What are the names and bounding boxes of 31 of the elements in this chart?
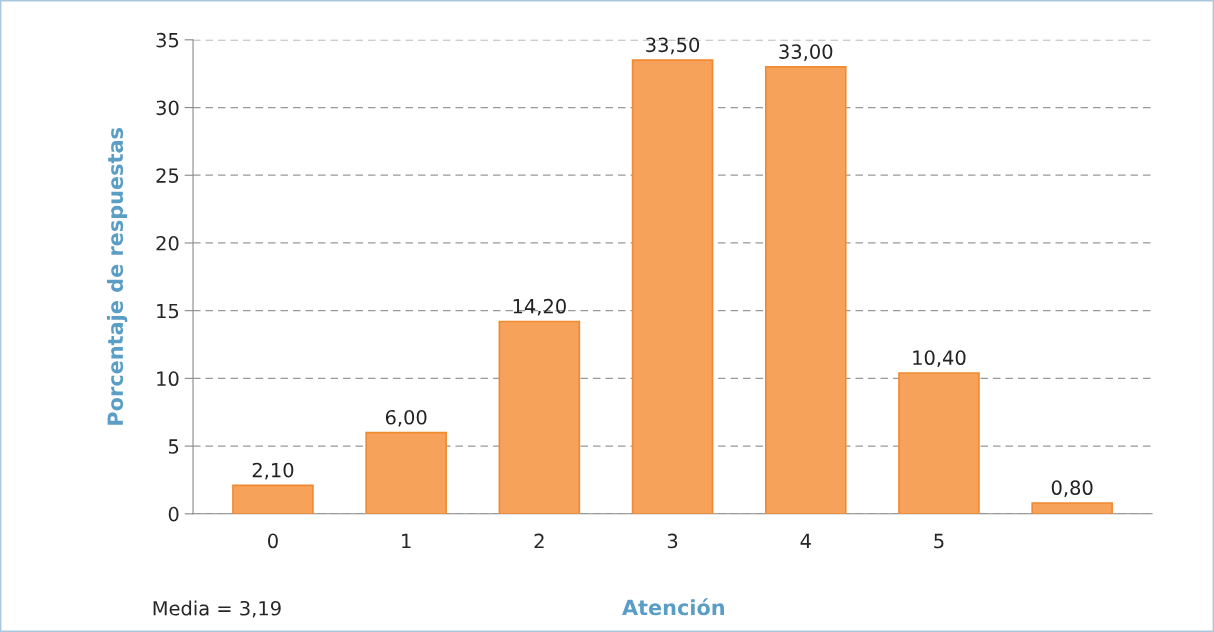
y-tick-label: 15 — [157, 303, 179, 319]
data-label: 33,00 — [779, 44, 833, 61]
y-tick-label: 20 — [156, 235, 179, 251]
x-tick-label: 2 — [534, 533, 544, 549]
y-tick-label: 5 — [168, 439, 179, 454]
data-label: 10,40 — [913, 350, 966, 368]
bar — [1031, 502, 1113, 514]
x-tick-label: 3 — [667, 533, 678, 549]
data-label: 14,20 — [513, 298, 566, 316]
x-tick-label: 4 — [800, 533, 811, 549]
x-tick-label: 0 — [268, 533, 278, 549]
x-tick-label: 5 — [934, 533, 944, 549]
bar — [498, 320, 581, 514]
bar — [631, 59, 714, 514]
y-tick-label: 25 — [156, 168, 179, 183]
y-tick-label: 30 — [156, 100, 179, 116]
bar — [764, 66, 847, 514]
data-label: 2,10 — [252, 462, 294, 480]
x-axis-title: Atención — [622, 598, 724, 616]
x-tick-label: 1 — [402, 533, 411, 549]
data-label: 33,50 — [646, 37, 700, 55]
bar — [898, 372, 980, 514]
bar — [232, 484, 314, 514]
data-label: 0,80 — [1051, 480, 1093, 498]
y-tick-label: 10 — [157, 371, 179, 387]
y-tick-label: 35 — [156, 32, 179, 48]
y-axis-title: Porcentaje de respuestas — [106, 128, 128, 425]
text: Media = 3,19 — [153, 600, 281, 618]
bar — [365, 431, 447, 514]
data-label: 6,00 — [385, 409, 427, 427]
y-tick-label: 0 — [168, 506, 179, 522]
